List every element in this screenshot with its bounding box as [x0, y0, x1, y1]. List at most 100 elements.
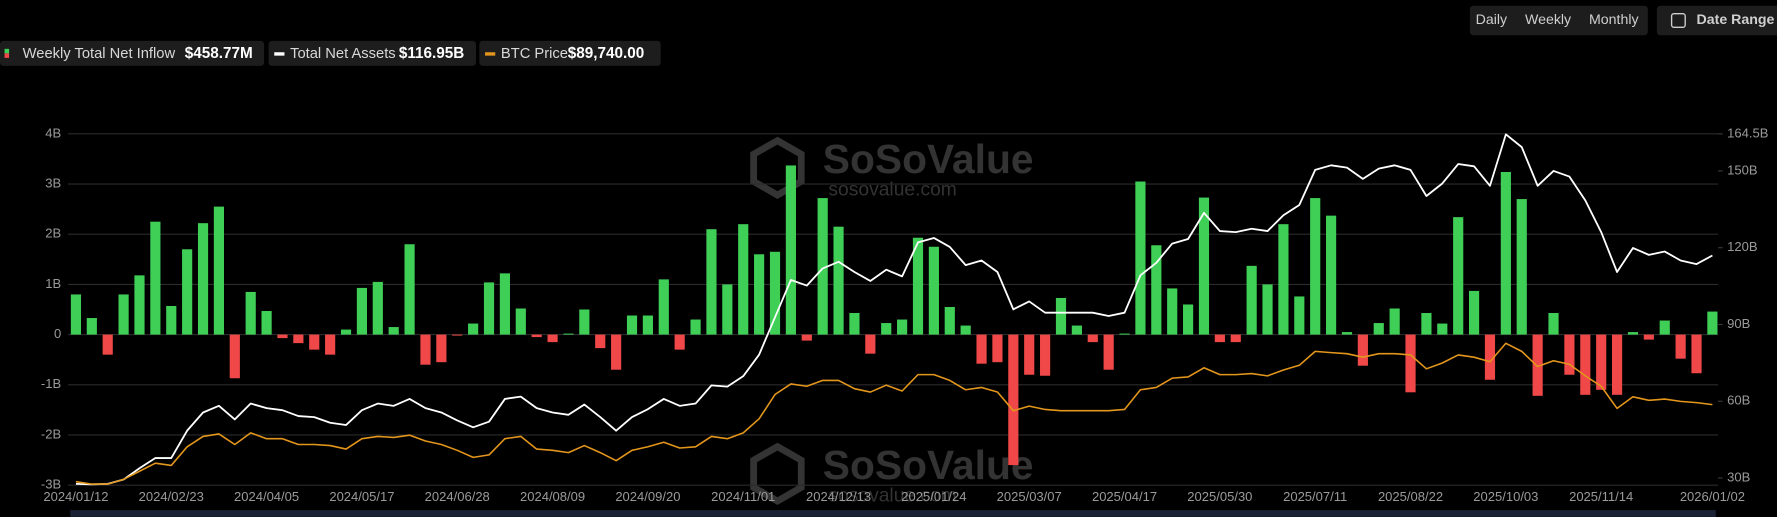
- bar: [769, 251, 781, 335]
- x-tick-label: 2024/11/01: [711, 489, 775, 504]
- bar: [1214, 334, 1225, 343]
- bar: [1326, 215, 1337, 335]
- x-tick-label: 2024/01/12: [43, 489, 108, 504]
- bar: [928, 246, 939, 335]
- bar: [1310, 198, 1321, 335]
- bar: [182, 249, 193, 335]
- bar: [1627, 332, 1639, 335]
- x-tick-label: 2025/07/11: [1283, 489, 1347, 504]
- bar: [356, 287, 368, 335]
- watermark-site: sosovalue.com: [828, 486, 956, 507]
- interval-button[interactable]: Daily: [1476, 12, 1508, 28]
- bar: [388, 327, 399, 335]
- legend-label: BTC Price: [501, 46, 568, 62]
- bar: [1468, 290, 1480, 335]
- bar: [483, 282, 495, 335]
- bar: [1278, 224, 1289, 335]
- bar: [277, 334, 288, 339]
- legend-value: $89,740.00: [568, 45, 644, 62]
- bar: [674, 334, 685, 350]
- legend-swatch: [4, 53, 10, 58]
- bar: [1532, 334, 1543, 396]
- bar: [1564, 334, 1575, 375]
- bar: [658, 279, 669, 335]
- bar: [1596, 334, 1607, 390]
- interval-button[interactable]: Monthly: [1589, 12, 1639, 28]
- scroll-bar: [70, 510, 1716, 517]
- bar: [1707, 311, 1718, 335]
- x-tick-label: 2025/11/14: [1569, 489, 1633, 504]
- interval-switch: [1469, 5, 1648, 36]
- bar: [118, 294, 129, 335]
- watermark-logo: [750, 442, 805, 505]
- bar: [166, 305, 177, 335]
- bar: [1167, 288, 1178, 335]
- bar: [976, 334, 987, 364]
- grid: -3B -2B -1B 0 1B 2B 3B 4B 30B 60B 90B 120B 150B 164.5…: [41, 125, 1768, 504]
- y2-tick-label: 150B: [1727, 162, 1757, 177]
- y-tick-label: 2B: [45, 226, 61, 241]
- watermark-logo: [750, 136, 805, 199]
- bar: [1548, 313, 1559, 335]
- x-tick-label: 2024/04/05: [234, 489, 299, 504]
- bar: [1119, 333, 1130, 335]
- bar: [1198, 197, 1210, 335]
- bar: [817, 198, 828, 335]
- y2-tick-label: 90B: [1727, 316, 1750, 331]
- y-tick-label: -1B: [41, 376, 61, 391]
- bar: [1103, 334, 1114, 370]
- bar: [1500, 171, 1511, 335]
- bar: [881, 323, 892, 335]
- x-tick-label: 2025/08/22: [1378, 489, 1443, 504]
- bar: [1055, 297, 1067, 335]
- bar: [1262, 284, 1273, 335]
- bar: [595, 334, 606, 349]
- bar: [468, 323, 479, 335]
- legend-item: [268, 40, 476, 66]
- bar: [325, 334, 336, 355]
- x-tick-label: 2025/01/24: [901, 489, 966, 504]
- y-tick-label: -3B: [41, 477, 61, 492]
- bar: [1389, 308, 1400, 335]
- bar: [1643, 334, 1654, 340]
- interval-button[interactable]: Weekly: [1525, 12, 1572, 28]
- bar: [563, 333, 574, 335]
- y2-tick-label: 60B: [1727, 393, 1750, 408]
- y-tick-label: 0: [54, 326, 61, 341]
- bar: [897, 319, 908, 335]
- x-tick-label: 2024/02/23: [139, 489, 204, 504]
- y2-tick-label: 120B: [1727, 239, 1757, 254]
- bar: [436, 334, 447, 363]
- bar: [404, 244, 415, 335]
- x-tick-label: 2025/05/30: [1187, 489, 1252, 504]
- legend-value: $458.77M: [185, 45, 253, 62]
- bar: [70, 294, 82, 335]
- legend-label: Total Net Assets: [290, 46, 396, 62]
- x-tick-label: 2024/05/17: [329, 489, 394, 504]
- bar: [420, 334, 431, 365]
- bar: [865, 334, 876, 354]
- bar: [1437, 323, 1448, 335]
- date-range-label[interactable]: Date Range: [1697, 12, 1775, 28]
- bar: [309, 334, 320, 350]
- bar: [547, 334, 558, 343]
- bar: [1357, 334, 1368, 366]
- bar: [960, 325, 971, 335]
- bar: [801, 334, 812, 341]
- bar: [1135, 181, 1146, 335]
- bar: [1071, 325, 1082, 335]
- bar: [1151, 245, 1162, 335]
- bar: [738, 224, 749, 335]
- bar: [1453, 217, 1464, 335]
- watermark: SoSoValue sosovalue.com SoSoValue sosova…: [750, 136, 1034, 507]
- date-range-button[interactable]: [1656, 5, 1777, 36]
- line: [75, 342, 1713, 485]
- bar: [642, 315, 653, 335]
- y-tick-label: 1B: [45, 276, 61, 291]
- y-tick-label: 3B: [45, 175, 61, 190]
- bar: [1341, 332, 1353, 335]
- bar: [1183, 304, 1194, 335]
- bar: [1611, 334, 1623, 395]
- bar: [1691, 334, 1702, 374]
